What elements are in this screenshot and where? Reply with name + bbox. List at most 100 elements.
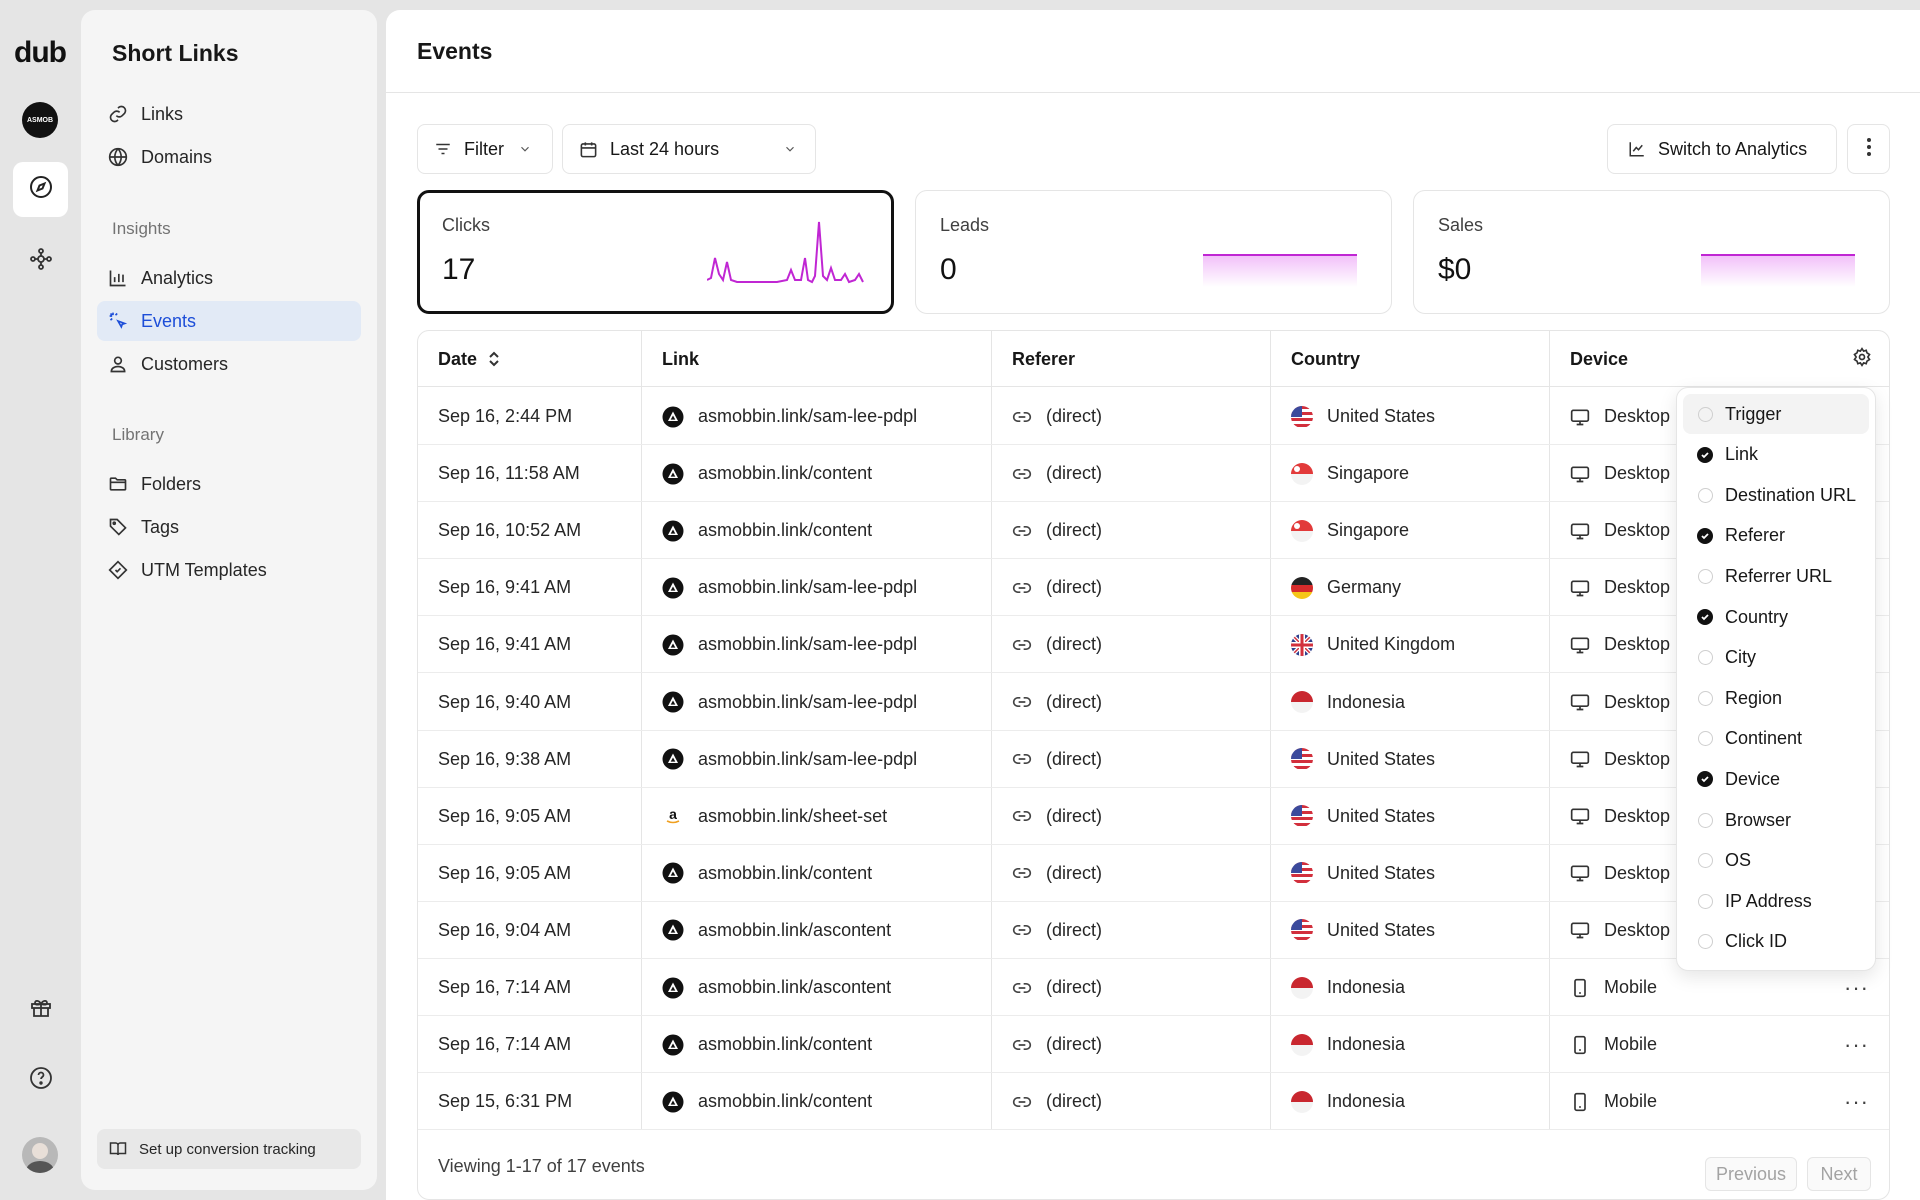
- link-cell[interactable]: asmobbin.link/sam-lee-pdpl: [662, 674, 917, 731]
- column-option-city[interactable]: City: [1683, 638, 1869, 678]
- link-icon: [1012, 978, 1032, 998]
- table-row[interactable]: Sep 16, 7:14 AM asmobbin.link/ascontent (d…: [418, 959, 1889, 1016]
- column-option-click-id[interactable]: Click ID: [1683, 922, 1869, 962]
- link-cell[interactable]: asmobbin.link/ascontent: [662, 959, 891, 1016]
- switch-to-analytics-button[interactable]: Switch to Analytics: [1607, 124, 1837, 174]
- table-row[interactable]: Sep 16, 9:41 AM asmobbin.link/sam-lee-pdp…: [418, 616, 1889, 674]
- table-row[interactable]: Sep 16, 2:44 PM asmobbin.link/sam-lee-pdp…: [418, 388, 1889, 445]
- next-page-button[interactable]: Next: [1807, 1157, 1871, 1191]
- device-text: Desktop: [1604, 691, 1671, 712]
- column-settings-button[interactable]: [1852, 331, 1872, 387]
- dub-logo[interactable]: dub: [14, 36, 67, 69]
- gift-icon: [29, 995, 53, 1024]
- column-option-ip-address[interactable]: IP Address: [1683, 881, 1869, 921]
- device-text: Desktop: [1604, 862, 1671, 883]
- link-cell[interactable]: asmobbin.link/sam-lee-pdpl: [662, 731, 917, 788]
- date-cell: Sep 16, 9:05 AM: [438, 862, 572, 883]
- sidebar-item-analytics[interactable]: Analytics: [97, 258, 361, 298]
- link-cell[interactable]: asmobbin.link/content: [662, 502, 872, 559]
- short-links-nav-button[interactable]: [13, 162, 68, 217]
- integrations-nav-button[interactable]: [13, 234, 68, 289]
- row-more-button[interactable]: ···: [1844, 1016, 1869, 1073]
- sidebar: Short Links Links Domains Insights Analy…: [81, 10, 377, 1190]
- leads-card[interactable]: Leads 0: [915, 190, 1392, 314]
- table-row[interactable]: Sep 15, 6:31 PM asmobbin.link/content (dir…: [418, 1073, 1889, 1131]
- link-cell[interactable]: asmobbin.link/sam-lee-pdpl: [662, 388, 917, 445]
- sidebar-item-events[interactable]: Events: [97, 301, 361, 341]
- link-cell[interactable]: asmobbin.link/content: [662, 1016, 872, 1073]
- unchecked-circle-icon: [1697, 690, 1713, 706]
- link-cell[interactable]: asmobbin.link/content: [662, 445, 872, 502]
- link-cell[interactable]: asmobbin.link/sam-lee-pdpl: [662, 559, 917, 616]
- country-cell: United States: [1291, 731, 1435, 788]
- link-cell[interactable]: asmobbin.link/sam-lee-pdpl: [662, 616, 917, 673]
- checkbox: [1697, 446, 1713, 463]
- column-option-referrer-url[interactable]: Referrer URL: [1683, 556, 1869, 596]
- sidebar-item-label: Analytics: [141, 267, 214, 288]
- country-text: United States: [1327, 805, 1436, 826]
- column-option-destination-url[interactable]: Destination URL: [1683, 475, 1869, 515]
- row-more-button[interactable]: ···: [1844, 1073, 1869, 1130]
- referer-text: (direct): [1046, 977, 1103, 997]
- sidebar-item-utm-templates[interactable]: UTM Templates: [97, 550, 361, 590]
- column-option-referer[interactable]: Referer: [1683, 516, 1869, 556]
- table-row[interactable]: Sep 16, 10:52 AM asmobbin.link/content (di…: [418, 502, 1889, 560]
- table-row[interactable]: Sep 16, 9:05 AM asmobbin.link/content (dir…: [418, 845, 1889, 902]
- workspace-avatar[interactable]: ASMOB: [22, 102, 58, 138]
- referer-cell: (direct): [1012, 845, 1102, 902]
- switch-label: Switch to Analytics: [1658, 138, 1808, 159]
- link-cell[interactable]: a asmobbin.link/sheet-set: [662, 788, 887, 845]
- sidebar-item-domains[interactable]: Domains: [97, 137, 361, 177]
- link-favicon-icon: [662, 919, 684, 941]
- table-row[interactable]: Sep 16, 9:05 AM a asmobbin.link/sheet-set (…: [418, 788, 1889, 845]
- setup-conversion-tracking-button[interactable]: Set up conversion tracking: [97, 1129, 361, 1169]
- unchecked-circle-icon: [1697, 650, 1713, 666]
- column-option-region[interactable]: Region: [1683, 678, 1869, 718]
- column-option-browser[interactable]: Browser: [1683, 800, 1869, 840]
- row-more-button[interactable]: ···: [1844, 959, 1869, 1016]
- help-button[interactable]: [13, 1053, 68, 1108]
- filter-button[interactable]: Filter: [417, 124, 553, 174]
- country-text: United States: [1327, 406, 1436, 426]
- column-option-continent[interactable]: Continent: [1683, 719, 1869, 759]
- date-range-picker[interactable]: Last 24 hours: [562, 124, 816, 174]
- table-row[interactable]: Sep 16, 9:04 AM asmobbin.link/ascontent (d…: [418, 902, 1889, 959]
- bar-chart-icon: [107, 267, 129, 289]
- link-cell[interactable]: asmobbin.link/ascontent: [662, 902, 891, 959]
- column-header-date[interactable]: Date: [438, 331, 501, 387]
- clicks-card[interactable]: Clicks 17: [417, 190, 894, 314]
- referrals-button[interactable]: [13, 982, 68, 1037]
- column-option-os[interactable]: OS: [1683, 841, 1869, 881]
- referer-cell: (direct): [1012, 1073, 1102, 1130]
- previous-page-button[interactable]: Previous: [1705, 1157, 1797, 1191]
- link-cell[interactable]: asmobbin.link/content: [662, 845, 872, 902]
- desktop-icon: [1570, 749, 1590, 769]
- sales-card[interactable]: Sales $0: [1413, 190, 1890, 314]
- table-row[interactable]: Sep 16, 7:14 AM asmobbin.link/content (dir…: [418, 1016, 1889, 1074]
- country-text: Indonesia: [1327, 1034, 1406, 1055]
- table-row[interactable]: Sep 16, 9:40 AM asmobbin.link/sam-lee-pdp…: [418, 674, 1889, 731]
- more-options-button[interactable]: [1847, 124, 1890, 174]
- country-text: Singapore: [1327, 520, 1410, 541]
- column-option-link[interactable]: Link: [1683, 435, 1869, 475]
- sidebar-item-customers[interactable]: Customers: [97, 344, 361, 384]
- column-option-country[interactable]: Country: [1683, 597, 1869, 637]
- link-icon: [1012, 806, 1032, 826]
- link-cell[interactable]: asmobbin.link/content: [662, 1073, 872, 1130]
- referer-cell: (direct): [1012, 674, 1102, 731]
- column-option-device[interactable]: Device: [1683, 759, 1869, 799]
- table-row[interactable]: Sep 16, 9:38 AM asmobbin.link/sam-lee-pdp…: [418, 731, 1889, 788]
- sidebar-item-links[interactable]: Links: [97, 94, 361, 134]
- table-row[interactable]: Sep 16, 11:58 AM asmobbin.link/content (di…: [418, 445, 1889, 503]
- table-row[interactable]: Sep 16, 9:41 AM asmobbin.link/sam-lee-pdp…: [418, 559, 1889, 617]
- sidebar-item-tags[interactable]: Tags: [97, 507, 361, 547]
- column-option-trigger[interactable]: Trigger: [1683, 394, 1869, 434]
- referer-text: (direct): [1046, 520, 1103, 541]
- sidebar-item-folders[interactable]: Folders: [97, 464, 361, 504]
- sidebar-item-label: Customers: [141, 353, 229, 374]
- user-avatar[interactable]: [22, 1137, 58, 1173]
- link-icon: [1012, 635, 1032, 655]
- card-label: Sales: [1438, 215, 1484, 235]
- link-favicon-icon: [662, 463, 684, 485]
- link-icon: [1012, 464, 1032, 484]
